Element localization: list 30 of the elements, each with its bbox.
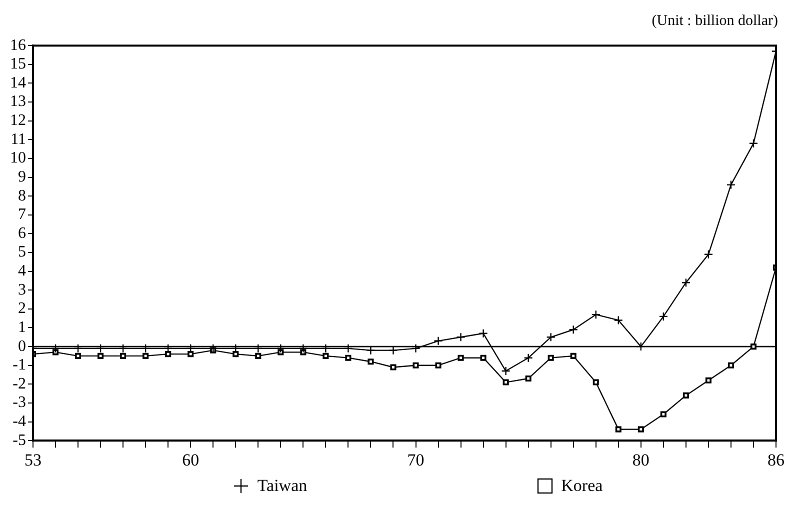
- x-tick-label: 53: [24, 450, 42, 470]
- y-tick-label: -4: [12, 412, 26, 430]
- y-tick-label: 2: [18, 300, 26, 318]
- y-tick-label: 14: [10, 74, 26, 92]
- y-tick-label: 12: [10, 112, 26, 130]
- y-tick-label: 5: [18, 244, 26, 261]
- y-tick-label: 15: [10, 56, 26, 73]
- text: (Unit : billion dollar): [652, 13, 778, 29]
- y-tick-label: 8: [18, 187, 26, 204]
- y-tick-label: -3: [12, 394, 26, 412]
- y-tick-label: 16: [10, 36, 26, 54]
- y-tick-label: 7: [18, 206, 26, 224]
- y-tick-label: 11: [10, 130, 26, 148]
- x-tick-label: 70: [407, 450, 424, 470]
- x-tick-label: 86: [768, 450, 784, 470]
- y-tick-label: 9: [18, 168, 26, 186]
- y-tick-label: 6: [18, 224, 26, 242]
- x-tick-label: 60: [182, 450, 200, 470]
- y-tick-label: 1: [18, 318, 26, 336]
- y-tick-label: 0: [18, 338, 26, 355]
- y-tick-label: 10: [10, 150, 26, 167]
- x-tick-label: 80: [632, 450, 650, 470]
- legend-label: Taiwan: [257, 476, 308, 496]
- y-tick-label: 3: [18, 281, 26, 298]
- y-tick-label: -2: [12, 375, 26, 392]
- y-tick-label: 13: [10, 93, 26, 110]
- y-tick-label: 4: [18, 262, 26, 280]
- legend-label: Korea: [561, 476, 603, 496]
- y-tick-label: -1: [12, 356, 26, 374]
- y-tick-label: -5: [12, 432, 26, 449]
